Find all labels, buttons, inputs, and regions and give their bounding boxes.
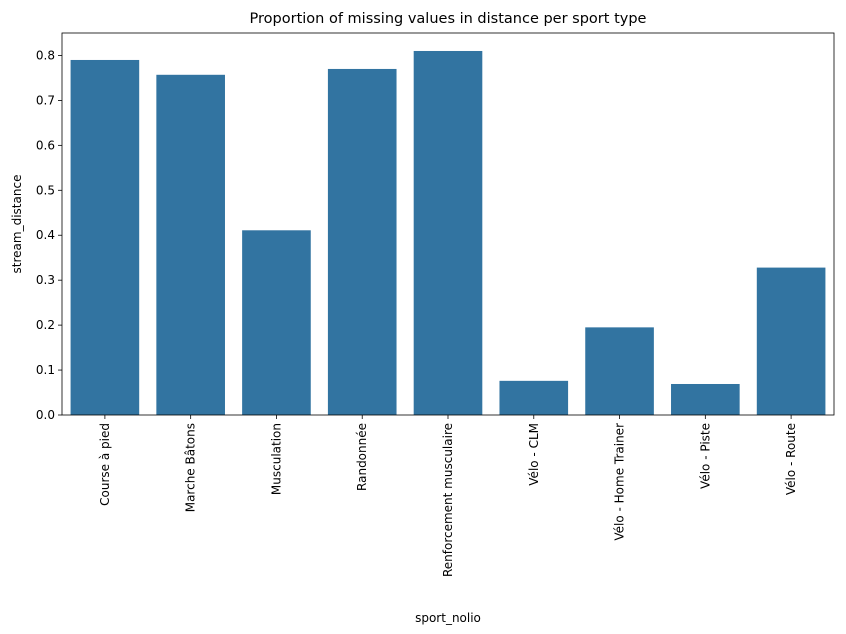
bar-3	[242, 230, 311, 415]
y-tick-label: 0.0	[36, 408, 55, 422]
bar-7	[585, 327, 654, 415]
x-tick-label: Marche Bâtons	[184, 423, 198, 512]
x-tick-label: Randonnée	[355, 423, 369, 491]
y-tick-label: 0.7	[36, 93, 55, 107]
x-tick-label: Vélo - Piste	[698, 423, 712, 489]
x-axis-label: sport_nolio	[415, 611, 481, 625]
y-tick-label: 0.8	[36, 48, 55, 62]
x-tick-label: Musculation	[269, 423, 283, 495]
y-tick-label: 0.4	[36, 228, 55, 242]
x-tick-label: Vélo - CLM	[527, 423, 541, 486]
plot-frame	[61, 32, 835, 416]
y-tick-label: 0.3	[36, 273, 55, 287]
bar-8	[671, 383, 740, 415]
bar-2	[156, 74, 225, 416]
x-tick-label: Vélo - Route	[784, 423, 798, 495]
x-axis: Course à pied Marche Bâtons Musculation Ran…	[98, 415, 798, 577]
bar-5	[413, 50, 483, 415]
x-tick-label: Course à pied	[98, 423, 112, 506]
x-tick-label: Renforcement musculaire	[441, 423, 455, 577]
bar-1	[70, 59, 140, 415]
y-tick-label: 0.2	[36, 318, 55, 332]
y-axis: 0.0 0.1 0.2 0.3 0.4 0.5 0.6 0.7 0.8	[36, 48, 62, 422]
y-tick-label: 0.6	[36, 138, 55, 152]
y-tick-label: 0.5	[36, 183, 55, 197]
y-axis-label: stream_distance	[10, 175, 24, 274]
chart-title: Proportion of missing values in distance…	[250, 11, 647, 27]
x-tick-label: Vélo - Home Trainer	[613, 423, 627, 541]
bar-4	[327, 68, 397, 415]
bar-6	[499, 380, 569, 415]
bars-group	[70, 50, 826, 416]
bar-9	[756, 267, 826, 415]
y-tick-label: 0.1	[36, 363, 55, 377]
